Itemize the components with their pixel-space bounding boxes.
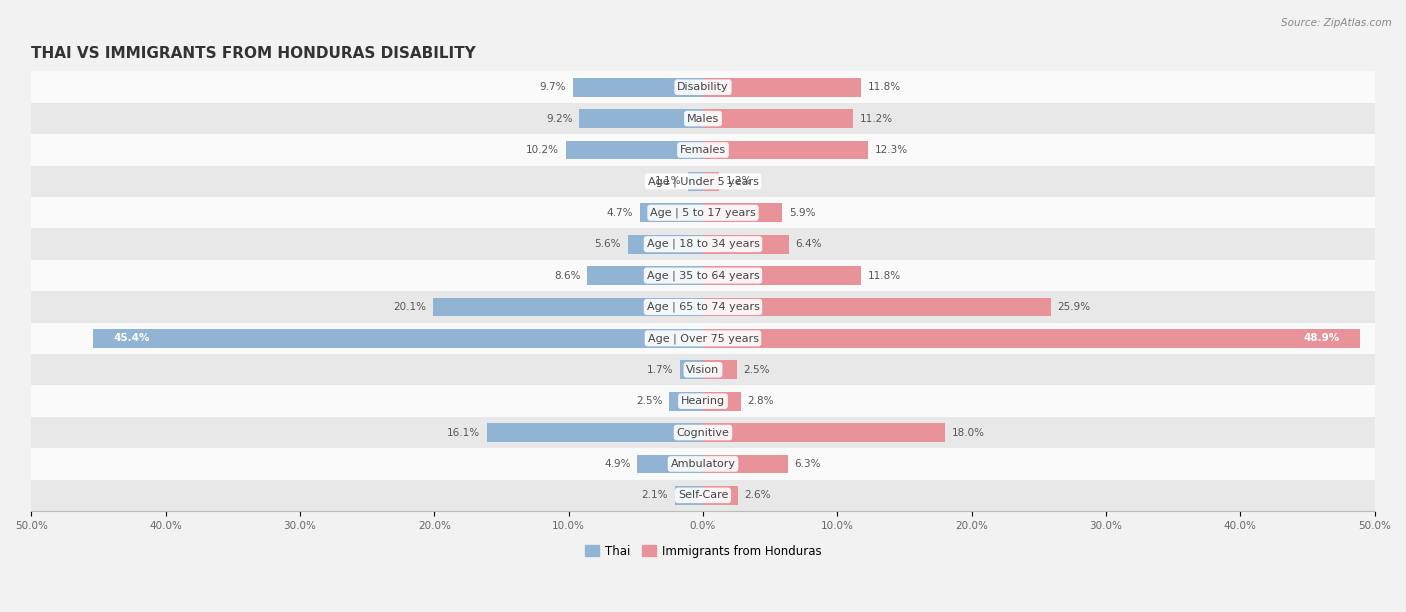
Bar (31, 260, 1375, 291)
Text: 6.3%: 6.3% (794, 459, 821, 469)
Text: Self-Care: Self-Care (678, 490, 728, 501)
Text: 11.2%: 11.2% (860, 114, 893, 124)
Bar (703, 455, 787, 473)
Bar (31, 228, 1375, 260)
Bar (31, 72, 1375, 103)
Text: 2.5%: 2.5% (744, 365, 770, 375)
Text: Age | 18 to 34 years: Age | 18 to 34 years (647, 239, 759, 250)
Text: 4.9%: 4.9% (605, 459, 630, 469)
Text: Age | Over 75 years: Age | Over 75 years (648, 333, 758, 343)
Bar (579, 109, 703, 128)
Text: 2.1%: 2.1% (641, 490, 668, 501)
Bar (628, 235, 703, 253)
Bar (572, 78, 703, 97)
Text: Age | 35 to 64 years: Age | 35 to 64 years (647, 271, 759, 281)
Text: 1.2%: 1.2% (725, 176, 752, 187)
Bar (703, 486, 738, 505)
Text: 8.6%: 8.6% (554, 271, 581, 280)
Text: 12.3%: 12.3% (875, 145, 908, 155)
Text: 11.8%: 11.8% (868, 82, 901, 92)
Text: Disability: Disability (678, 82, 728, 92)
Text: 11.8%: 11.8% (868, 271, 901, 280)
Bar (688, 172, 703, 191)
Text: 5.9%: 5.9% (789, 207, 815, 218)
Bar (31, 197, 1375, 228)
Legend: Thai, Immigrants from Honduras: Thai, Immigrants from Honduras (579, 540, 827, 562)
Text: 9.7%: 9.7% (540, 82, 567, 92)
Bar (703, 141, 868, 159)
Bar (675, 486, 703, 505)
Text: 2.8%: 2.8% (748, 396, 773, 406)
Text: Age | Under 5 years: Age | Under 5 years (648, 176, 758, 187)
Bar (703, 203, 782, 222)
Text: 5.6%: 5.6% (595, 239, 621, 249)
Bar (31, 417, 1375, 448)
Bar (433, 297, 703, 316)
Bar (567, 141, 703, 159)
Bar (703, 360, 737, 379)
Text: 9.2%: 9.2% (546, 114, 572, 124)
Bar (637, 455, 703, 473)
Bar (640, 203, 703, 222)
Text: 25.9%: 25.9% (1057, 302, 1091, 312)
Text: Age | 5 to 17 years: Age | 5 to 17 years (650, 207, 756, 218)
Text: Males: Males (688, 114, 718, 124)
Text: 10.2%: 10.2% (526, 145, 560, 155)
Bar (588, 266, 703, 285)
Bar (703, 266, 862, 285)
Bar (703, 392, 741, 411)
Text: 1.7%: 1.7% (647, 365, 673, 375)
Text: 48.9%: 48.9% (1303, 334, 1340, 343)
Bar (703, 423, 945, 442)
Bar (31, 448, 1375, 480)
Text: Vision: Vision (686, 365, 720, 375)
Bar (703, 297, 1050, 316)
Text: 6.4%: 6.4% (796, 239, 823, 249)
Text: 4.7%: 4.7% (606, 207, 633, 218)
Text: 16.1%: 16.1% (447, 428, 479, 438)
Bar (703, 109, 853, 128)
Text: 2.6%: 2.6% (745, 490, 770, 501)
Bar (31, 480, 1375, 511)
Bar (703, 235, 789, 253)
Bar (31, 134, 1375, 166)
Text: Females: Females (681, 145, 725, 155)
Bar (669, 392, 703, 411)
Text: 2.5%: 2.5% (636, 396, 662, 406)
Text: Cognitive: Cognitive (676, 428, 730, 438)
Text: 1.1%: 1.1% (655, 176, 682, 187)
Text: 18.0%: 18.0% (952, 428, 984, 438)
Text: THAI VS IMMIGRANTS FROM HONDURAS DISABILITY: THAI VS IMMIGRANTS FROM HONDURAS DISABIL… (31, 46, 477, 61)
Bar (31, 354, 1375, 386)
Bar (93, 329, 703, 348)
Text: Age | 65 to 74 years: Age | 65 to 74 years (647, 302, 759, 312)
Bar (681, 360, 703, 379)
Bar (703, 329, 1360, 348)
Bar (31, 323, 1375, 354)
Text: 45.4%: 45.4% (114, 334, 150, 343)
Bar (703, 172, 718, 191)
Text: Hearing: Hearing (681, 396, 725, 406)
Bar (31, 103, 1375, 134)
Bar (31, 386, 1375, 417)
Text: 20.1%: 20.1% (394, 302, 426, 312)
Bar (31, 166, 1375, 197)
Bar (486, 423, 703, 442)
Text: Source: ZipAtlas.com: Source: ZipAtlas.com (1281, 18, 1392, 28)
Bar (31, 291, 1375, 323)
Bar (703, 78, 862, 97)
Text: Ambulatory: Ambulatory (671, 459, 735, 469)
